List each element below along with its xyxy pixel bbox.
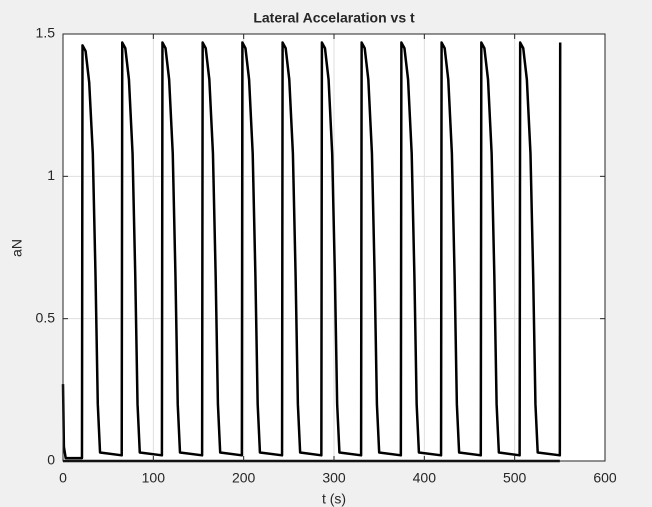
x-axis-label: t (s) bbox=[322, 491, 346, 507]
x-tick-label: 0 bbox=[59, 470, 67, 486]
y-axis-label: aN bbox=[9, 239, 25, 257]
x-tick-label: 100 bbox=[142, 470, 166, 486]
x-tick-label: 600 bbox=[593, 470, 617, 486]
y-tick-label: 0 bbox=[47, 452, 55, 468]
x-tick-label: 300 bbox=[322, 470, 346, 486]
x-tick-label: 400 bbox=[413, 470, 437, 486]
y-tick-label: 1.5 bbox=[36, 25, 56, 41]
chart-title: Lateral Accelaration vs t bbox=[253, 10, 415, 26]
line-series bbox=[61, 41, 562, 460]
x-tick-label: 200 bbox=[232, 470, 256, 486]
y-tick-label: 1 bbox=[47, 167, 55, 183]
y-tick-label: 0.5 bbox=[36, 309, 56, 325]
x-tick-label: 500 bbox=[503, 470, 527, 486]
